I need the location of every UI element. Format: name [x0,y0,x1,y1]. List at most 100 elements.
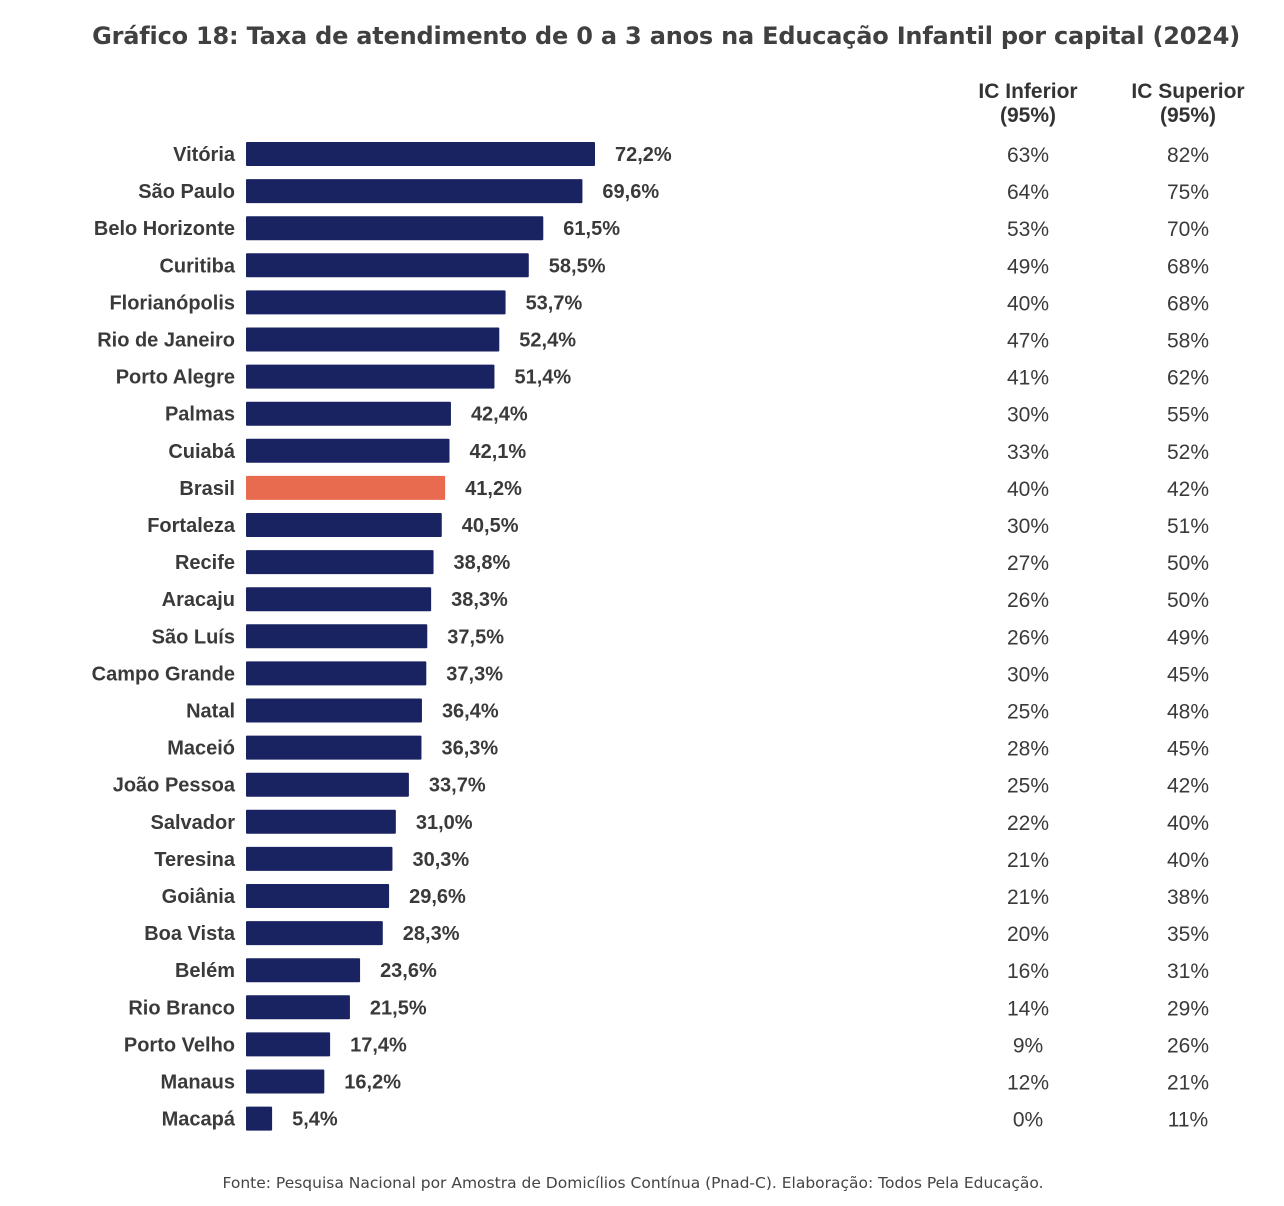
ci-upper-cell: 68% [1167,292,1209,315]
ci-lower-cell: 64% [1007,181,1049,204]
ci-lower-cell: 16% [1007,960,1049,983]
value-label: 72,2% [615,144,672,166]
ci-upper-header-line2: (95%) [1159,104,1217,127]
bar [246,587,432,612]
value-label: 23,6% [380,960,437,982]
ci-upper-cell: 51% [1167,515,1209,538]
ci-upper-cell: 49% [1167,626,1209,649]
value-label: 58,5% [549,255,606,277]
ci-lower-header: IC Inferior (95%) [948,80,1108,128]
ci-lower-cell: 53% [1007,218,1049,241]
value-label: 21,5% [370,997,427,1019]
ci-lower-header-line1: IC Inferior [978,80,1078,103]
category-label: São Luís [152,626,235,648]
category-label: Macapá [162,1109,236,1131]
bar [246,1106,273,1131]
category-label: Campo Grande [92,663,235,685]
category-label: Florianópolis [109,292,235,314]
category-label: Manaus [161,1072,235,1094]
ci-lower-cell: 25% [1007,775,1049,798]
ci-lower-cell: 26% [1007,589,1049,612]
value-label: 36,4% [442,701,499,723]
value-label: 69,6% [602,181,659,203]
value-labels: 72,2% 69,6% 61,5% 58,5% 53,7% 52,4% 51,4% 42,4%… [292,144,672,1131]
category-label: Rio Branco [128,997,235,1019]
source-note: Fonte: Pesquisa Nacional por Amostra de … [222,1174,1044,1192]
category-label: Vitória [173,144,236,166]
bars [246,142,595,1131]
ci-upper-cell: 31% [1167,960,1209,983]
ci-lower-cell: 30% [1007,663,1049,686]
ci-lower-cell: 40% [1007,478,1049,501]
value-label: 42,1% [470,441,527,463]
ci-lower-cell: 63% [1007,144,1049,167]
bar [246,958,361,983]
category-label: Teresina [154,849,236,871]
ci-upper-cell: 68% [1167,255,1209,278]
bar [246,216,544,241]
category-label: Salvador [151,812,236,834]
ci-upper-column: 82% 75% 70% 68% 68% 58% 62% 55% 52% 42% 51% 50% 50% 4… [1167,144,1209,1132]
category-label: Belo Horizonte [94,218,235,240]
category-label: Aracaju [162,589,235,611]
value-label: 31,0% [416,812,473,834]
bar [246,846,393,871]
ci-upper-header-line1: IC Superior [1131,80,1245,103]
category-label: Brasil [179,478,235,500]
ci-upper-cell: 21% [1167,1072,1209,1095]
ci-lower-cell: 30% [1007,404,1049,427]
ci-upper-cell: 11% [1168,1109,1208,1132]
category-label: Boa Vista [144,923,236,945]
bar [246,253,529,278]
ci-lower-cell: 25% [1007,701,1049,724]
category-label: Curitiba [159,255,235,277]
value-label: 29,6% [409,886,466,908]
value-label: 42,4% [471,404,528,426]
ci-upper-cell: 50% [1167,552,1209,575]
ci-lower-cell: 21% [1007,849,1049,872]
ci-upper-cell: 48% [1167,701,1209,724]
ci-upper-cell: 35% [1167,923,1209,946]
category-label: Rio de Janeiro [97,330,235,352]
bar [246,921,383,946]
ci-lower-cell: 14% [1007,997,1049,1020]
ci-upper-cell: 40% [1167,812,1209,835]
ci-lower-cell: 20% [1007,923,1049,946]
value-label: 53,7% [526,292,583,314]
bar [246,698,422,723]
category-label: Belém [175,960,235,982]
ci-lower-cell: 33% [1007,441,1049,464]
bar [246,438,450,463]
bar [246,624,428,649]
ci-upper-cell: 26% [1167,1034,1209,1057]
bar-highlight [246,475,446,500]
value-label: 37,3% [446,663,503,685]
ci-upper-header: IC Superior (95%) [1108,80,1268,128]
ci-upper-cell: 50% [1167,589,1209,612]
value-label: 40,5% [462,515,519,537]
ci-upper-cell: 45% [1167,738,1209,761]
category-labels: Vitória São Paulo Belo Horizonte Curitiba Fl… [92,144,236,1131]
bar-chart: Vitória São Paulo Belo Horizonte Curitiba Fl… [92,142,1209,1132]
ci-lower-cell: 30% [1007,515,1049,538]
category-label: Cuiabá [168,441,236,463]
bar [246,327,500,352]
ci-lower-header-line2: (95%) [999,104,1057,127]
ci-lower-cell: 12% [1007,1072,1049,1095]
ci-upper-cell: 38% [1167,886,1209,909]
value-label: 37,5% [447,626,504,648]
category-label: João Pessoa [113,775,236,797]
bar [246,290,506,315]
bar [246,401,451,426]
ci-upper-cell: 42% [1167,775,1209,798]
bar [246,142,595,166]
ci-upper-cell: 70% [1167,218,1209,241]
ci-upper-cell: 45% [1167,663,1209,686]
value-label: 61,5% [563,218,620,240]
ci-upper-cell: 42% [1167,478,1209,501]
ci-lower-cell: 40% [1007,292,1049,315]
bar [246,513,442,537]
bar [246,809,396,834]
bar [246,735,422,760]
value-label: 28,3% [403,923,460,945]
